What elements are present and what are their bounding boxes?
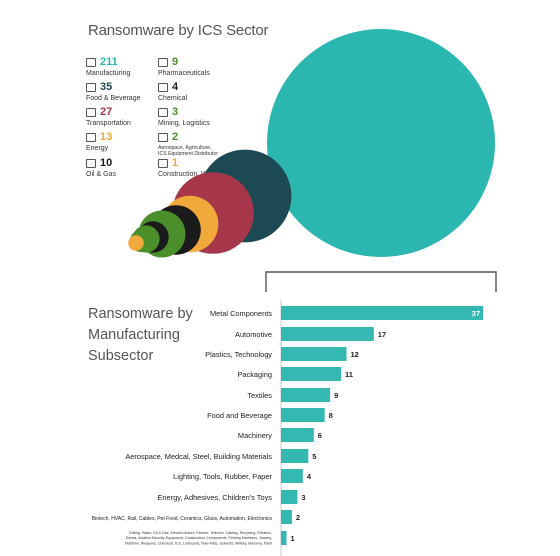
- bar-value-label: 11: [345, 370, 353, 379]
- bar-category-label: Metal Components: [210, 309, 272, 318]
- factory-icon: [86, 58, 96, 67]
- oil-icon: [86, 159, 96, 168]
- sector-item: 1 Construction, Water: [158, 157, 253, 179]
- subsector-title: Ransomware by Manufacturing Subsector: [88, 306, 193, 364]
- bar: [281, 531, 287, 545]
- bar-category-label: Aerospace, Medcal, Steel, Building Mater…: [125, 452, 272, 461]
- truck-icon: [86, 108, 96, 117]
- sector-item: 2 Aerospace, Agriculture, ICS Equipment Di…: [158, 131, 253, 157]
- sector-item: 10 Oil & Gas: [86, 157, 181, 179]
- bar: [281, 306, 483, 320]
- bar: [281, 449, 309, 463]
- sector-label: Construction, Water: [158, 171, 220, 178]
- sector-item: 27 Transportation: [86, 106, 181, 128]
- bar-value-label: 8: [329, 411, 333, 420]
- sector-count: 9: [172, 56, 179, 68]
- aerospace-icon: [158, 133, 168, 142]
- bar: [281, 510, 292, 524]
- bar: [281, 367, 342, 381]
- bar-category-label: Packaging: [237, 370, 272, 379]
- bar-value-label: 3: [301, 493, 305, 502]
- sector-label: Aerospace, Agriculture, ICS Equipment Dis…: [158, 145, 218, 158]
- bar-value-label: 37: [472, 309, 480, 318]
- bar: [281, 388, 331, 402]
- bar-category-label: Lighting, Tools, Rubber, Paper: [173, 472, 272, 481]
- sector-item: 9 Pharmaceuticals: [158, 56, 253, 78]
- sector-label: Oil & Gas: [86, 171, 116, 178]
- bar: [281, 347, 347, 361]
- bar-value-label: 12: [351, 350, 359, 359]
- sector-count: 10: [100, 157, 113, 169]
- sector-label: Mining, Logistics: [158, 120, 210, 127]
- bracket-connector: [265, 271, 497, 292]
- bar: [281, 428, 314, 442]
- bar-category-label: Drilling, Water, Oil & Gas, Electric Mot…: [125, 531, 272, 545]
- energy-icon: [86, 133, 96, 142]
- sector-item: 35 Food & Beverage: [86, 81, 181, 103]
- bar-value-label: 2: [296, 513, 300, 522]
- sector-label: Food & Beverage: [86, 95, 141, 102]
- sector-label: Energy: [86, 145, 109, 152]
- bar-category-label: Machinery: [238, 431, 272, 440]
- bar-value-label: 1: [290, 534, 294, 543]
- bar-value-label: 4: [307, 472, 312, 481]
- sector-count: 35: [100, 81, 113, 93]
- bar: [281, 408, 325, 422]
- sector-label: Manufacturing: [86, 70, 131, 77]
- bar: [281, 490, 298, 504]
- flask-icon: [158, 83, 168, 92]
- sector-label: Pharmaceuticals: [158, 70, 210, 77]
- bar: [281, 327, 374, 341]
- bubble-manufacturing: [267, 29, 495, 257]
- sector-count: 27: [100, 106, 113, 118]
- food-icon: [86, 83, 96, 92]
- sector-label: Transportation: [86, 120, 131, 127]
- mining-icon: [158, 108, 168, 117]
- sector-item: 3 Mining, Logistics: [158, 106, 253, 128]
- sector-bubble-chart: [128, 29, 497, 292]
- sector-count: 2: [172, 131, 179, 143]
- pills-icon: [158, 58, 168, 67]
- bar-category-label: Energy, Adhesives, Children's Toys: [157, 493, 272, 502]
- chart-title: Ransomware by ICS Sector: [88, 22, 269, 39]
- construction-icon: [158, 159, 168, 168]
- sector-label: Chemical: [158, 95, 188, 102]
- bar-value-label: 17: [378, 330, 386, 339]
- sector-count: 1: [172, 157, 179, 169]
- sector-item: 4 Chemical: [158, 81, 253, 103]
- bar-value-label: 5: [312, 452, 316, 461]
- bubble-construction-water: [128, 235, 144, 251]
- bar-category-label: Biotech, HVAC, Rail, Cables, Pet Food, C…: [92, 516, 273, 522]
- sector-count: 13: [100, 131, 113, 143]
- bar: [281, 469, 303, 483]
- bar-category-label: Textiles: [247, 391, 272, 400]
- bar-category-label: Food and Beverage: [207, 411, 272, 420]
- sector-count: 211: [100, 56, 118, 68]
- bar-category-label: Automotive: [235, 330, 272, 339]
- bar-category-label: Plastics, Technology: [205, 350, 272, 359]
- sector-item: 211 Manufacturing: [86, 56, 181, 78]
- bar-value-label: 6: [318, 431, 322, 440]
- bar-value-label: 9: [334, 391, 338, 400]
- sector-count: 4: [172, 81, 179, 93]
- sector-item: 13 Energy: [86, 131, 181, 153]
- sector-count: 3: [172, 106, 179, 118]
